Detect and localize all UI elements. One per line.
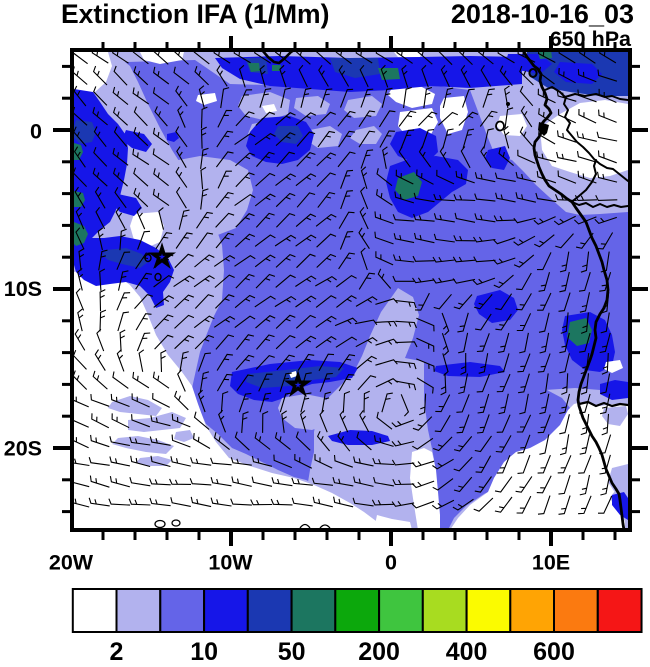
svg-text:0: 0 [385, 551, 397, 575]
svg-text:10W: 10W [208, 551, 253, 575]
svg-text:20S: 20S [4, 437, 42, 461]
svg-text:20W: 20W [49, 551, 94, 575]
svg-text:10E: 10E [532, 551, 570, 575]
svg-text:0: 0 [30, 120, 42, 144]
svg-text:2018-10-16_03: 2018-10-16_03 [451, 0, 634, 29]
svg-text:50: 50 [278, 638, 306, 666]
svg-text:2: 2 [110, 638, 124, 666]
svg-text:10: 10 [190, 638, 218, 666]
svg-text:Extinction IFA (1/Mm): Extinction IFA (1/Mm) [61, 0, 329, 29]
svg-text:10S: 10S [4, 277, 42, 301]
svg-text:200: 200 [358, 638, 400, 666]
svg-text:600: 600 [533, 638, 575, 666]
svg-text:650 hPa: 650 hPa [550, 27, 632, 51]
svg-text:400: 400 [446, 638, 488, 666]
